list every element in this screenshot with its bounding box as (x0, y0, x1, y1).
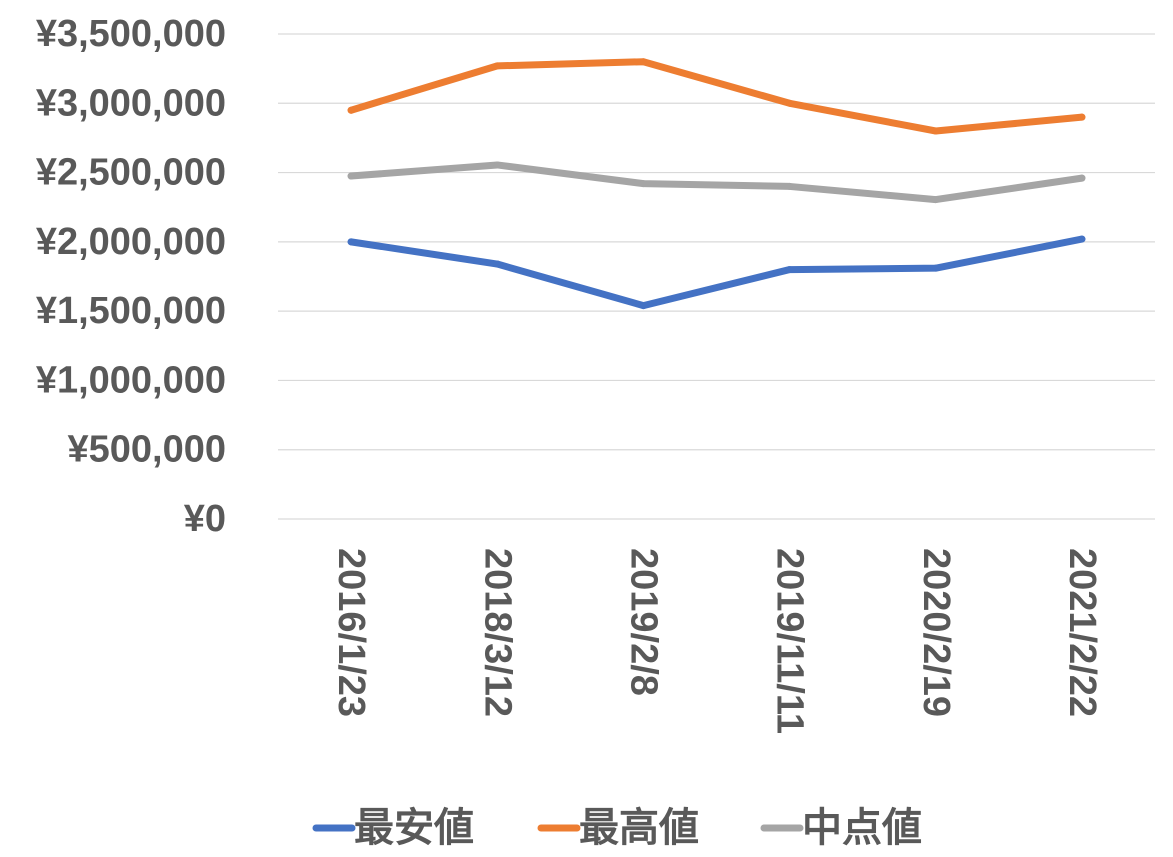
x-tick-label: 2020/2/19 (915, 548, 957, 717)
y-axis-tick-labels: ¥0 ¥500,000 ¥1,000,000 ¥1,500,000 ¥2,000,000… (36, 13, 226, 540)
data-point (1078, 113, 1086, 121)
data-point (1078, 235, 1086, 243)
series-2 (347, 161, 1086, 204)
data-point (786, 182, 794, 190)
data-point (493, 161, 501, 169)
legend-label: 中点値 (802, 805, 922, 851)
y-tick-label: ¥2,500,000 (36, 152, 226, 194)
data-point (786, 266, 794, 274)
data-point (639, 302, 647, 310)
y-tick-label: ¥0 (184, 498, 226, 540)
data-point (493, 260, 501, 268)
y-tick-label: ¥2,000,000 (36, 221, 226, 263)
data-point (347, 106, 355, 114)
x-tick-label: 2018/3/12 (476, 548, 518, 717)
y-tick-label: ¥500,000 (68, 429, 227, 471)
x-tick-label: 2021/2/22 (1061, 548, 1103, 717)
series-lines (347, 58, 1086, 310)
x-axis-tick-labels: 2016/1/23 2018/3/12 2019/2/8 2019/11/11 2020… (330, 548, 1103, 734)
data-point (786, 99, 794, 107)
data-point (347, 238, 355, 246)
data-point (639, 58, 647, 66)
legend-item: 最高値 (537, 805, 699, 851)
data-point (932, 127, 940, 135)
x-tick-label: 2016/1/23 (330, 548, 372, 717)
data-point (932, 196, 940, 204)
x-tick-label: 2019/11/11 (769, 548, 811, 734)
series-0 (347, 235, 1086, 310)
series-line (347, 235, 1086, 310)
data-point (1078, 174, 1086, 182)
data-point (347, 172, 355, 180)
y-tick-label: ¥3,500,000 (36, 13, 226, 55)
x-tick-label: 2019/2/8 (622, 548, 664, 696)
legend-item: 最安値 (312, 805, 474, 851)
data-point (932, 264, 940, 272)
y-tick-label: ¥3,000,000 (36, 82, 226, 124)
series-line (347, 58, 1086, 135)
legend-item: 中点値 (760, 805, 922, 851)
legend-label: 最高値 (579, 805, 699, 851)
legend-label: 最安値 (354, 805, 474, 851)
gridlines (278, 33, 1155, 520)
series-1 (347, 58, 1086, 135)
legend: 最安値 最高値 中点値 (312, 805, 922, 851)
data-point (639, 180, 647, 188)
data-point (493, 62, 501, 70)
y-tick-label: ¥1,500,000 (36, 290, 226, 332)
y-tick-label: ¥1,000,000 (36, 359, 226, 401)
series-line (347, 161, 1086, 204)
